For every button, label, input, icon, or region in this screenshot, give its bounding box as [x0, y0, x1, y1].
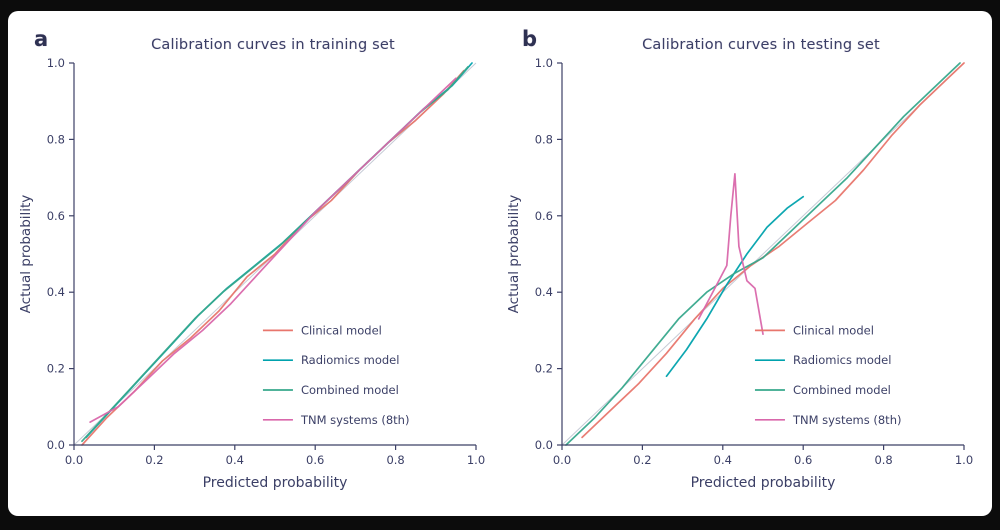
- x-tick-label: 0.8: [874, 453, 892, 467]
- y-tick-label: 1.0: [47, 56, 65, 70]
- y-tick-label: 0.2: [535, 362, 553, 376]
- panel-a: a Calibration curves in training set 0.0…: [12, 11, 500, 516]
- y-tick-label: 0.4: [47, 285, 65, 299]
- y-tick-label: 0.8: [47, 132, 65, 146]
- legend-label: TNM systems (8th): [300, 413, 410, 427]
- x-tick-label: 0.4: [714, 453, 732, 467]
- legend-label: Combined model: [301, 383, 399, 397]
- panel-a-title: Calibration curves in training set: [151, 37, 395, 53]
- y-tick-label: 0.6: [47, 209, 65, 223]
- series-line-3: [89, 77, 457, 423]
- panel-b-label: b: [522, 27, 538, 51]
- x-tick-label: 0.8: [386, 453, 404, 467]
- legend-label: Combined model: [793, 383, 891, 397]
- x-tick-label: 0.6: [794, 453, 812, 467]
- y-axis-label: Actual probability: [506, 195, 522, 314]
- x-tick-label: 0.2: [633, 453, 651, 467]
- x-axis-label: Predicted probability: [691, 475, 836, 491]
- legend-label: Radiomics model: [301, 353, 400, 367]
- y-tick-label: 0.0: [47, 438, 65, 452]
- series-line-2: [565, 62, 961, 446]
- panel-a-plot: 0.0 0.2 0.4 0.6 0.8 1.0 0.0 0.2 0.4 0.6 0.8 1.0 Pred…: [18, 56, 485, 491]
- x-tick-label: 0.4: [226, 453, 244, 467]
- y-tick-label: 0.6: [535, 209, 553, 223]
- legend-label: Clinical model: [793, 323, 874, 337]
- x-tick-label: 0.0: [65, 453, 83, 467]
- x-tick-label: 0.0: [553, 453, 571, 467]
- x-tick-label: 1.0: [467, 453, 485, 467]
- y-tick-label: 0.0: [535, 438, 553, 452]
- panel-b: b Calibration curves in testing set 0.0 0…: [500, 11, 988, 516]
- figure-canvas: a Calibration curves in training set 0.0…: [8, 11, 992, 516]
- x-axis-label: Predicted probability: [203, 475, 348, 491]
- x-tick-label: 1.0: [955, 453, 973, 467]
- y-tick-label: 0.8: [535, 132, 553, 146]
- y-tick-label: 1.0: [535, 56, 553, 70]
- legend-label: Radiomics model: [793, 353, 892, 367]
- panel-b-title: Calibration curves in testing set: [642, 37, 880, 53]
- x-tick-label: 0.6: [306, 453, 324, 467]
- reference-diagonal: [561, 62, 965, 446]
- series-line-1: [665, 195, 805, 378]
- y-tick-label: 0.4: [535, 285, 553, 299]
- y-axis-label: Actual probability: [18, 195, 34, 314]
- y-tick-label: 0.2: [47, 362, 65, 376]
- series-line-3: [697, 172, 764, 336]
- series-line-0: [81, 69, 465, 446]
- series-line-0: [581, 62, 965, 439]
- panel-a-label: a: [34, 27, 49, 51]
- legend-label: Clinical model: [301, 323, 382, 337]
- legend-label: TNM systems (8th): [792, 413, 902, 427]
- x-tick-label: 0.2: [145, 453, 163, 467]
- panel-b-plot: 0.0 0.2 0.4 0.6 0.8 1.0 0.0 0.2 0.4 0.6 0.8 1.0 Pred…: [506, 56, 973, 491]
